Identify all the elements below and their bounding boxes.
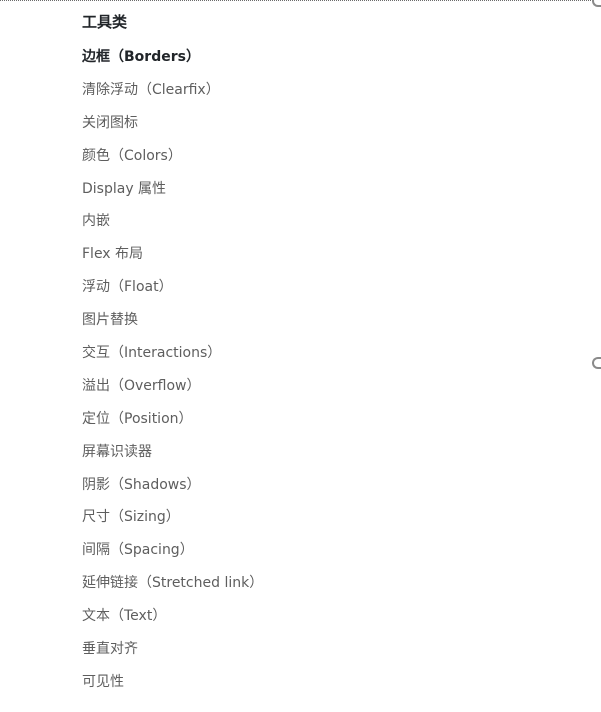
nav-item-stretched-link[interactable]: 延伸链接（Stretched link） [82, 575, 264, 592]
nav-item-close-icon[interactable]: 关闭图标 [82, 114, 138, 131]
nav-item-flex[interactable]: Flex 布局 [82, 246, 144, 263]
nav-item-text[interactable]: 文本（Text） [82, 608, 167, 625]
nav-item-sizing[interactable]: 尺寸（Sizing） [82, 509, 180, 526]
nav-item-overflow[interactable]: 溢出（Overflow） [82, 377, 201, 394]
nav-item-clearfix[interactable]: 清除浮动（Clearfix） [82, 81, 220, 98]
nav-item-screen-readers[interactable]: 屏幕识读器 [82, 443, 152, 460]
nav-item-image-replacement[interactable]: 图片替换 [82, 312, 138, 329]
nav-item-display[interactable]: Display 属性 [82, 180, 167, 197]
nav-item-embed[interactable]: 内嵌 [82, 213, 110, 230]
scroll-edge-marker-top [592, 0, 601, 7]
utilities-nav-list: 工具类 边框（Borders） 清除浮动（Clearfix） 关闭图标 颜色（C… [82, 8, 263, 699]
nav-item-float[interactable]: 浮动（Float） [82, 279, 173, 296]
nav-item-spacing[interactable]: 间隔（Spacing） [82, 542, 194, 559]
nav-item-visibility[interactable]: 可见性 [82, 673, 124, 690]
scroll-edge-marker-middle [592, 357, 601, 369]
top-dotted-border [0, 0, 601, 1]
section-heading-utilities: 工具类 [82, 13, 128, 31]
nav-item-interactions[interactable]: 交互（Interactions） [82, 345, 222, 362]
nav-item-vertical-align[interactable]: 垂直对齐 [82, 641, 138, 658]
nav-item-colors[interactable]: 颜色（Colors） [82, 147, 182, 164]
nav-item-borders[interactable]: 边框（Borders） [82, 49, 200, 65]
nav-item-position[interactable]: 定位（Position） [82, 410, 193, 427]
nav-item-shadows[interactable]: 阴影（Shadows） [82, 476, 201, 493]
